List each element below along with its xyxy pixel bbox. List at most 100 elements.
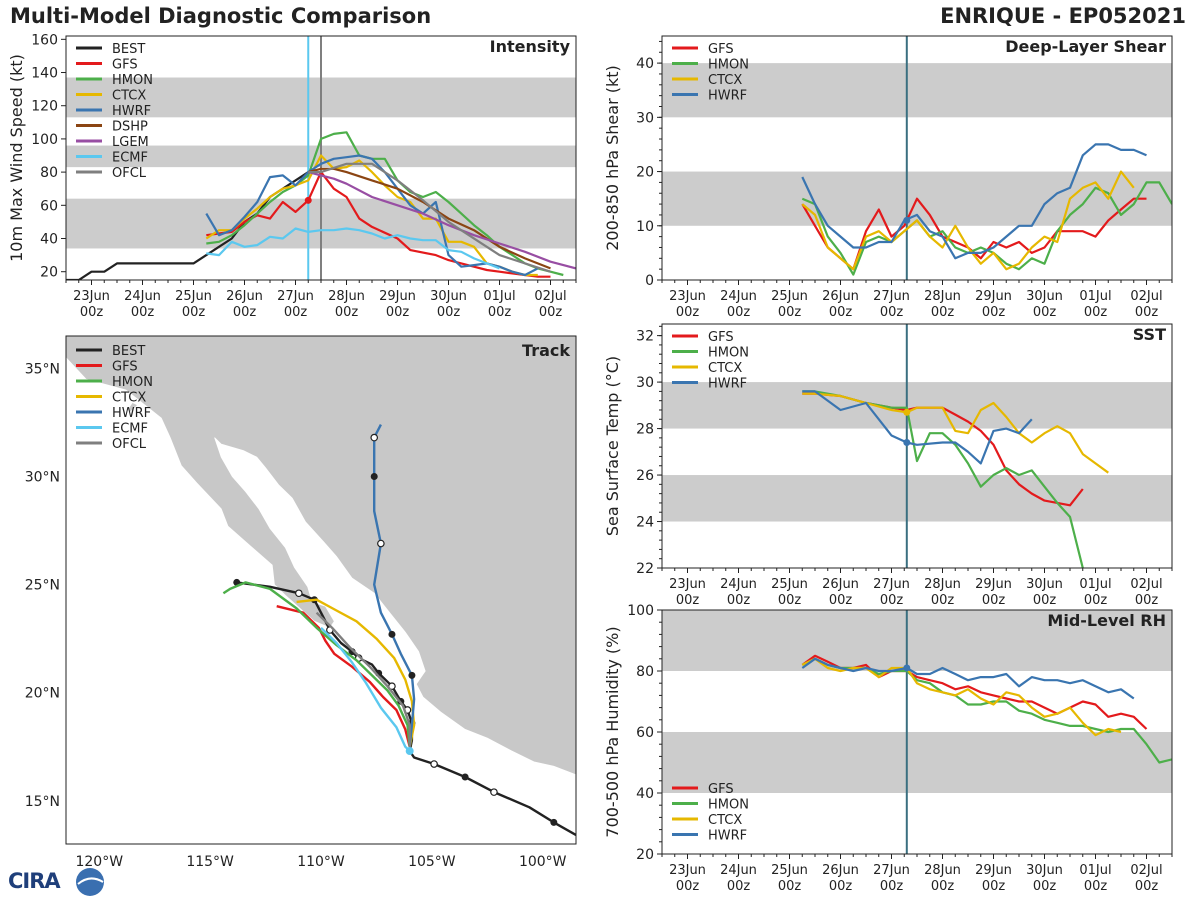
intensity-series-ecmf [206,227,500,270]
shear-xtick-hour-28Jun: 00z [931,305,955,320]
rh-series-gfs [801,654,1148,730]
shear-marker-hwrf [903,216,911,224]
intensity-xtick-hour-23Jun: 00z [80,305,104,320]
shear-xtick-hour-02Jul: 00z [1135,305,1159,320]
track-island-0 [128,403,137,412]
sst-xtick-hour-28Jun: 00z [931,593,955,608]
sst-band-1 [662,382,1172,429]
track-series-hmon [222,581,411,747]
track-legend-label-gfs: GFS [112,360,138,375]
sst-xtick-hour-29Jun: 00z [982,593,1006,608]
rh-series-group [801,654,1172,764]
sst-xtick-date-25Jun: 25Jun [771,577,808,592]
track-ytick-15°N: 15°N [25,794,60,810]
shear-xtick-date-24Jun: 24Jun [720,289,757,304]
rh-ytick-label-100: 100 [627,604,654,619]
track-xtick-110°W: 110°W [297,854,345,870]
sst-chart: 22242628303223Jun00z24Jun00z25Jun00z26Ju… [603,323,1173,608]
sst-xtick-date-01Jul: 01Jul [1079,577,1111,592]
rh-legend-label-gfs: GFS [708,782,734,797]
rh-xtick-date-01Jul: 01Jul [1079,863,1111,878]
page-title-left: Multi-Model Diagnostic Comparison [10,4,432,28]
track-point-solid-hwrf [388,630,396,638]
cira-logo [76,868,104,896]
track-point-solid-best [550,818,558,826]
sst-xtick-date-02Jul: 02Jul [1130,577,1162,592]
shear-xtick-hour-30Jun: 00z [1033,305,1057,320]
shear-title: Deep-Layer Shear [1005,37,1166,56]
intensity-xtick-date-29Jun: 29Jun [379,289,416,304]
rh-xtick-date-28Jun: 28Jun [924,863,961,878]
track-point-solid-hwrf [370,473,378,481]
sst-legend-label-hmon: HMON [708,346,749,361]
sst-legend-label-ctcx: CTCX [708,361,742,376]
rh-marker-hwrf [903,664,911,672]
shear-series-ctcx [801,170,1135,271]
shear-legend-label-hmon: HMON [708,58,749,73]
sst-legend-label-hwrf: HWRF [708,377,747,392]
intensity-xtick-hour-01Jul: 00z [488,305,512,320]
sst-xtick-date-30Jun: 30Jun [1026,577,1063,592]
rh-legend-label-ctcx: CTCX [708,813,742,828]
intensity-xtick-hour-25Jun: 00z [182,305,206,320]
shear-chart: 01020304023Jun00z24Jun00z25Jun00z26Jun00… [603,35,1173,320]
sst-xtick-hour-26Jun: 00z [829,593,853,608]
intensity-series-lgem [308,171,576,270]
track-ytick-25°N: 25°N [25,578,60,594]
rh-band-0 [662,732,1172,793]
sst-ytick-label-32: 32 [636,329,654,345]
shear-ytick-label-30: 30 [636,110,654,126]
track-marker-ecmf [405,747,414,756]
sst-xtick-date-29Jun: 29Jun [975,577,1012,592]
rh-xtick-date-27Jun: 27Jun [873,863,910,878]
intensity-legend-label-ecmf: ECMF [112,151,148,166]
track-point-open-hwrf [377,539,385,548]
sst-xtick-date-23Jun: 23Jun [669,577,706,592]
shear-xtick-hour-29Jun: 00z [982,305,1006,320]
shear-xtick-date-30Jun: 30Jun [1026,289,1063,304]
track-xtick-100°W: 100°W [519,854,567,870]
sst-series-hwrf [802,390,1033,465]
shear-series-hwrf [801,143,1147,260]
track-series-gfs [276,605,411,747]
shear-ylabel: 200-850 hPa Shear (kt) [603,65,622,251]
track-land [66,336,576,776]
track-series-ofcl [315,611,411,747]
rh-xtick-hour-24Jun: 00z [727,879,751,894]
rh-title: Mid-Level RH [1047,611,1166,630]
rh-ylabel: 700-500 hPa Humidity (%) [603,626,622,837]
intensity-ylabel: 10m Max Wind Speed (kt) [7,54,26,262]
track-ytick-20°N: 20°N [25,686,60,702]
rh-xtick-date-23Jun: 23Jun [669,863,706,878]
page-title-right: ENRIQUE - EP052021 [940,4,1186,28]
track-series-ecmf [320,626,411,752]
rh-xtick-hour-28Jun: 00z [931,879,955,894]
sst-band-0 [662,475,1172,522]
shear-legend-label-ctcx: CTCX [708,73,742,88]
shear-xtick-date-23Jun: 23Jun [669,289,706,304]
rh-legend-label-hwrf: HWRF [708,829,747,844]
sst-ylabel: Sea Surface Temp (°C) [603,356,622,536]
intensity-series-hwrf [205,154,539,277]
rh-band-1 [662,610,1172,671]
track-ytick-30°N: 30°N [25,470,60,486]
sst-xtick-date-27Jun: 27Jun [873,577,910,592]
track-xtick-105°W: 105°W [408,854,456,870]
intensity-xtick-hour-24Jun: 00z [131,305,155,320]
shear-xtick-hour-24Jun: 00z [727,305,751,320]
sst-series-group [802,390,1109,568]
sst-xtick-hour-23Jun: 00z [676,593,700,608]
sst-series-ctcx [802,392,1109,474]
shear-xtick-date-02Jul: 02Jul [1130,289,1162,304]
sst-ytick-label-22: 22 [636,561,654,577]
track-legend-label-ecmf: ECMF [112,422,148,437]
rh-chart: 2040608010023Jun00z24Jun00z25Jun00z26Jun… [603,604,1173,894]
rh-series-ctcx [801,657,1122,737]
shear-band-1 [662,63,1172,118]
rh-ytick-label-60: 60 [636,725,654,741]
rh-xtick-date-24Jun: 24Jun [720,863,757,878]
intensity-series-gfs [206,171,551,278]
shear-xtick-date-26Jun: 26Jun [822,289,859,304]
intensity-xtick-date-24Jun: 24Jun [124,289,161,304]
intensity-xtick-date-28Jun: 28Jun [328,289,365,304]
